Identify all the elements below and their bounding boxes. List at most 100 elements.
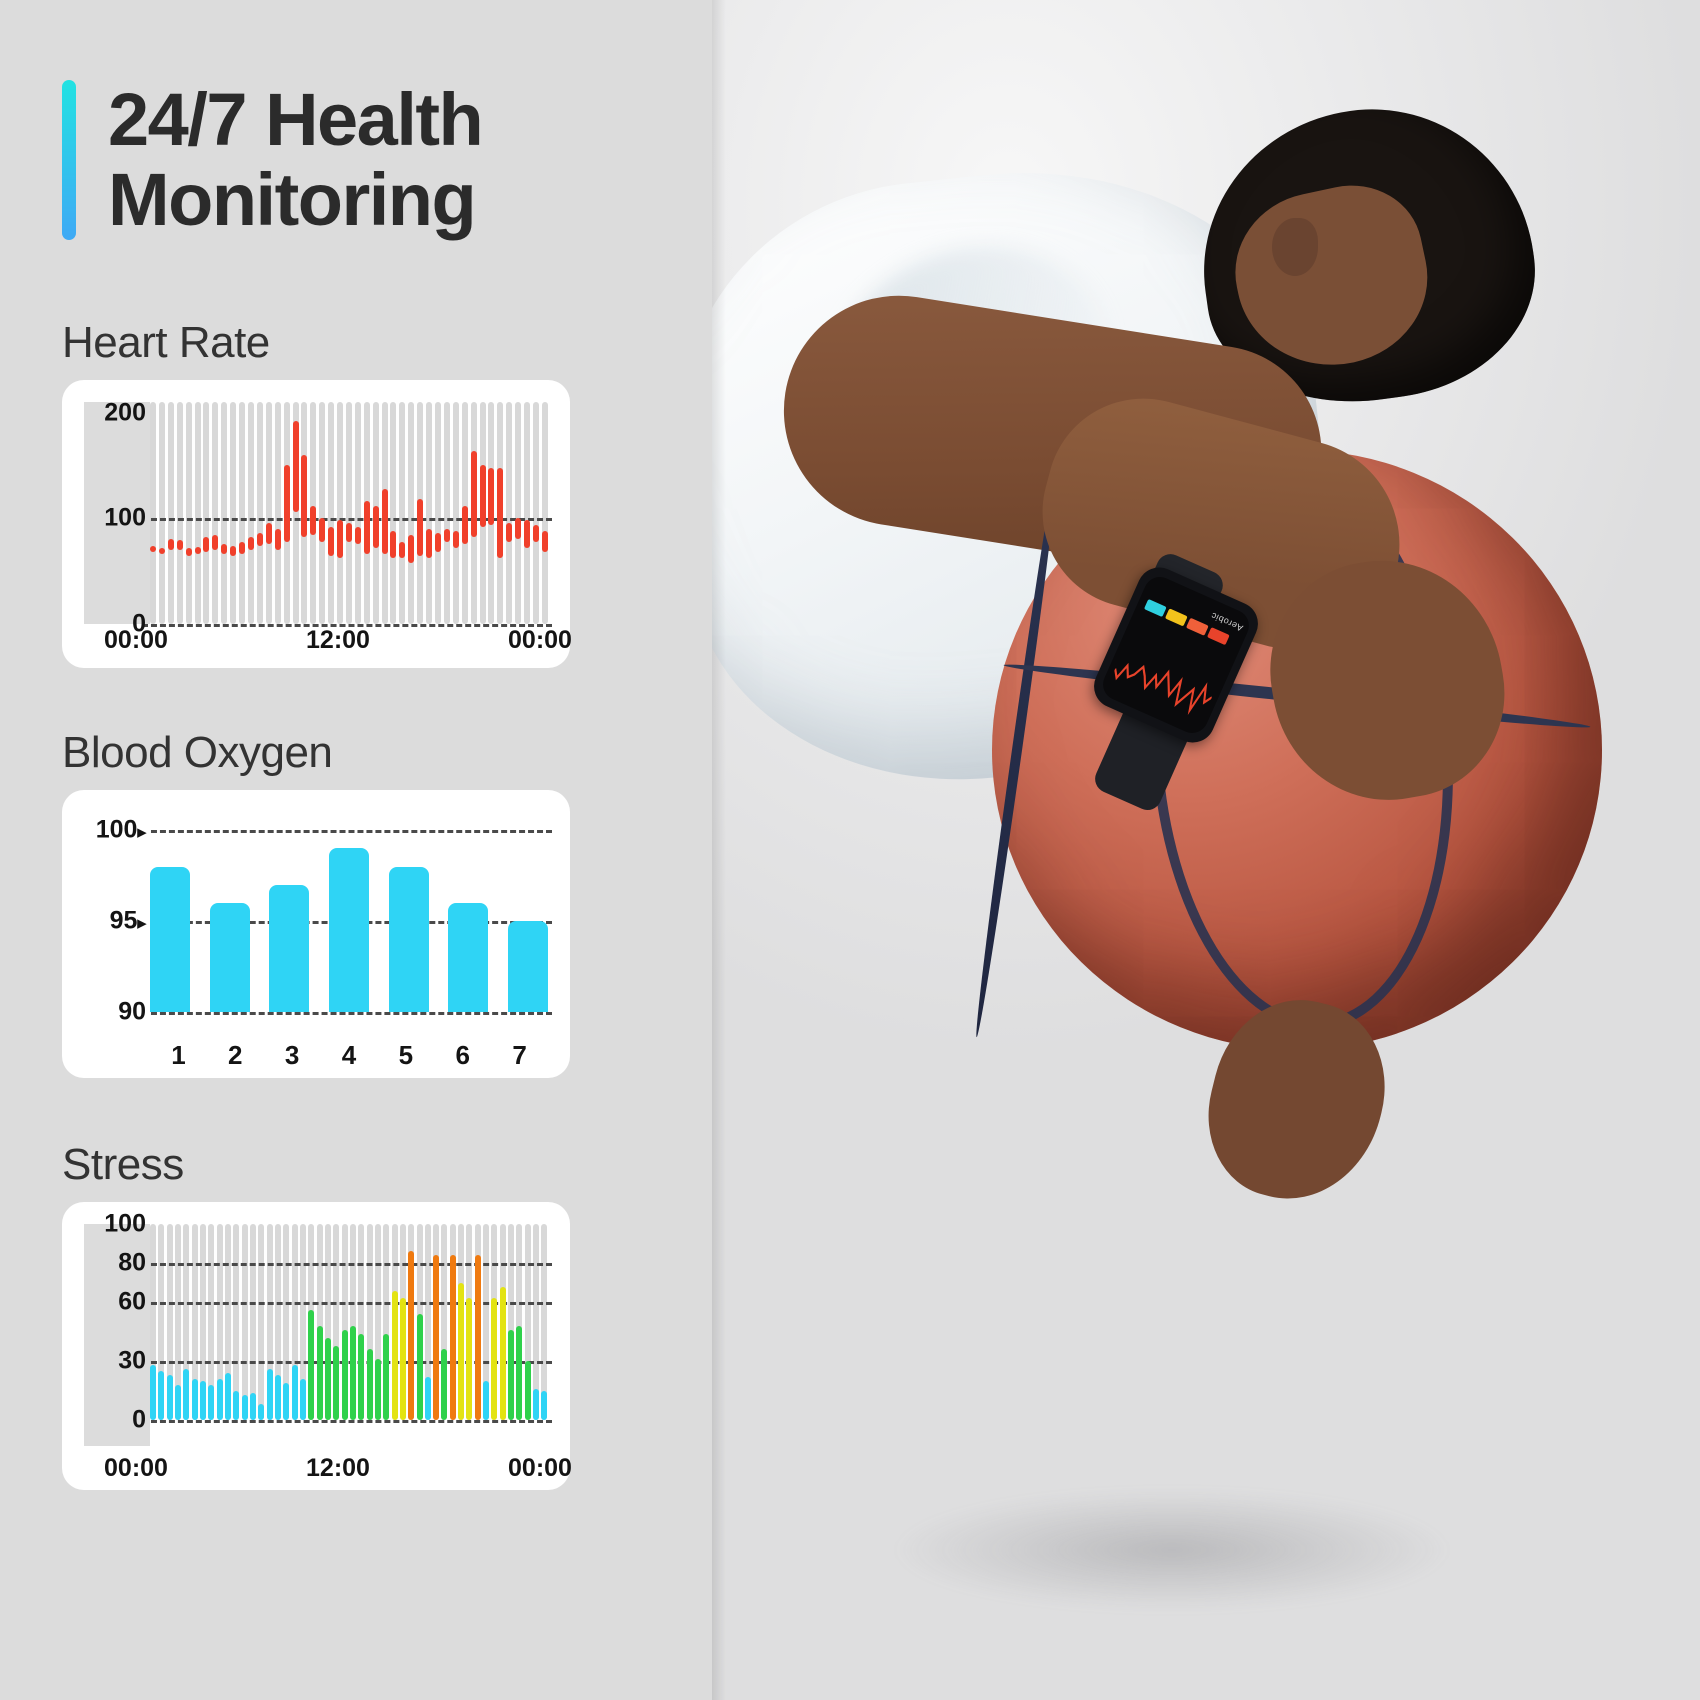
blood-oxygen-bar bbox=[328, 848, 369, 1012]
stripe bbox=[533, 1224, 540, 1420]
watch-screen[interactable]: Aerobic bbox=[1097, 571, 1255, 739]
stripe bbox=[506, 402, 513, 624]
heart-rate-plot-area bbox=[142, 402, 552, 627]
stress-bar bbox=[233, 1390, 240, 1420]
heart-rate-bar bbox=[176, 540, 183, 550]
stripe bbox=[291, 1224, 298, 1420]
stripe bbox=[399, 402, 406, 624]
stress-bar bbox=[358, 1333, 365, 1420]
blood-oxygen-bar bbox=[507, 921, 548, 1012]
heart-rate-bar bbox=[497, 467, 504, 559]
panel-edge-shadow bbox=[712, 0, 726, 1700]
stress-bar bbox=[466, 1298, 473, 1420]
stress-bar bbox=[541, 1390, 548, 1420]
stress-bar bbox=[216, 1378, 223, 1420]
heart-rate-gridline bbox=[142, 518, 552, 522]
heart-rate-bar bbox=[203, 537, 210, 553]
heart-rate-bar bbox=[247, 537, 254, 550]
stress-bar bbox=[449, 1255, 456, 1420]
heart-rate-card: 0 100 200 00:00 12:00 00:00 bbox=[62, 380, 572, 668]
heart-rate-bar bbox=[461, 505, 468, 544]
stripe bbox=[443, 402, 450, 624]
stress-bar bbox=[374, 1359, 381, 1420]
stress-bar bbox=[524, 1361, 531, 1420]
blood-oxygen-baseline bbox=[142, 1012, 552, 1015]
stress-y-tick: 60 bbox=[118, 1287, 146, 1316]
stress-gridline bbox=[142, 1302, 552, 1306]
blood-oxygen-x-tick: 4 bbox=[341, 1040, 357, 1070]
stress-bar bbox=[291, 1365, 298, 1420]
heart-rate-bar bbox=[230, 545, 237, 557]
stripe bbox=[258, 1224, 265, 1420]
blood-oxygen-x-tick: 5 bbox=[398, 1040, 414, 1070]
stress-bar bbox=[433, 1255, 440, 1420]
stripe bbox=[266, 1224, 273, 1420]
stripe bbox=[185, 402, 192, 624]
heart-rate-bar bbox=[381, 488, 388, 555]
heart-rate-bar bbox=[354, 526, 361, 544]
stress-bar bbox=[241, 1394, 248, 1420]
stress-bar bbox=[474, 1255, 481, 1420]
stress-bar bbox=[391, 1290, 398, 1420]
stripe bbox=[274, 402, 281, 624]
blood-oxygen-y-tick: 90 bbox=[118, 997, 146, 1026]
stripe bbox=[256, 402, 263, 624]
heart-rate-bar bbox=[301, 454, 308, 538]
stripe bbox=[532, 402, 539, 624]
heart-rate-bar bbox=[319, 518, 326, 542]
stress-bar bbox=[483, 1380, 490, 1420]
stripe bbox=[158, 1224, 165, 1420]
stress-y-tick: 30 bbox=[118, 1346, 146, 1375]
stripe bbox=[316, 1224, 323, 1420]
stripe bbox=[150, 1224, 156, 1420]
stripe bbox=[452, 402, 459, 624]
blood-oxygen-y-tick: 95▸ bbox=[109, 906, 146, 935]
heart-rate-bar bbox=[541, 530, 548, 553]
blood-oxygen-x-axis: 1 2 3 4 5 6 7 bbox=[84, 1040, 548, 1074]
stress-bar bbox=[324, 1337, 331, 1420]
stress-bar bbox=[258, 1404, 265, 1420]
stress-x-tick: 00:00 bbox=[104, 1454, 168, 1482]
heart-rate-bar bbox=[150, 545, 156, 553]
stress-y-tick: 80 bbox=[118, 1248, 146, 1277]
blood-oxygen-x-tick: 1 bbox=[171, 1040, 186, 1070]
blood-oxygen-x-tick: 3 bbox=[284, 1040, 300, 1070]
stripe bbox=[333, 1224, 340, 1420]
stress-x-tick: 00:00 bbox=[508, 1454, 572, 1482]
blood-oxygen-bar bbox=[209, 902, 250, 1012]
stress-bar bbox=[333, 1345, 340, 1420]
stress-bar bbox=[274, 1374, 281, 1420]
ear bbox=[1272, 218, 1318, 276]
heart-rate-bar bbox=[283, 465, 290, 542]
stripe bbox=[274, 1224, 281, 1420]
heart-rate-y-tick: 200 bbox=[104, 398, 146, 427]
stripe bbox=[241, 1224, 248, 1420]
heart-rate-bar bbox=[185, 547, 192, 557]
stress-bar bbox=[366, 1349, 373, 1420]
blood-oxygen-card: 90 95▸ 100▸ 1 2 3 4 5 6 7 bbox=[62, 790, 570, 1078]
stripe bbox=[233, 1224, 240, 1420]
heart-rate-chart: 0 100 200 bbox=[84, 398, 552, 638]
heart-rate-bar bbox=[506, 522, 513, 542]
heart-rate-bar bbox=[158, 547, 165, 555]
heart-rate-bar bbox=[390, 530, 397, 559]
stripe bbox=[383, 1224, 390, 1420]
stripe bbox=[483, 1224, 490, 1420]
blood-oxygen-y-axis: 90 95▸ 100▸ bbox=[84, 812, 150, 1034]
headline-accent-bar bbox=[62, 80, 76, 240]
stress-bar bbox=[458, 1282, 465, 1420]
stripe bbox=[541, 1224, 548, 1420]
heart-rate-bar bbox=[256, 533, 263, 546]
smartwatch[interactable]: Aerobic bbox=[1087, 560, 1265, 750]
blood-oxygen-bar bbox=[150, 866, 190, 1012]
lifestyle-photo: Aerobic bbox=[712, 0, 1700, 1700]
stress-bar bbox=[174, 1384, 181, 1420]
blood-oxygen-bar bbox=[448, 902, 489, 1012]
stress-bar bbox=[199, 1380, 206, 1420]
blood-oxygen-x-tick: 7 bbox=[512, 1040, 527, 1070]
stripe bbox=[541, 402, 548, 624]
heart-rate-bar bbox=[408, 535, 415, 563]
stripe bbox=[337, 402, 344, 624]
stress-bar bbox=[308, 1310, 315, 1420]
